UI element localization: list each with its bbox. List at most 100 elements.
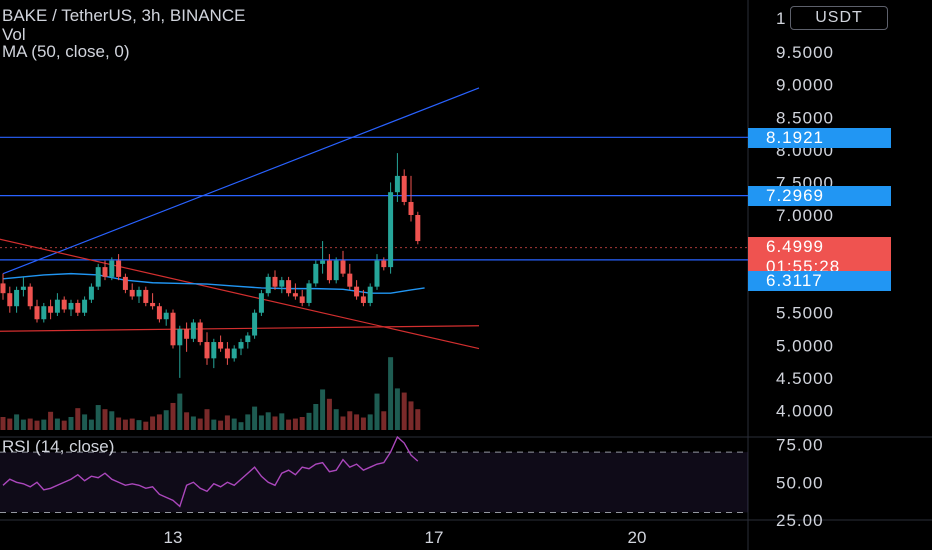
candle-body bbox=[367, 286, 373, 303]
time-axis-label: 13 bbox=[164, 528, 183, 547]
price-axis-label: 4.5000 bbox=[776, 369, 834, 388]
candle bbox=[347, 263, 353, 290]
candle-body bbox=[320, 260, 326, 264]
candle-body bbox=[88, 286, 94, 300]
candle bbox=[122, 273, 128, 294]
candle bbox=[34, 299, 40, 323]
trendlines[interactable] bbox=[0, 87, 480, 350]
volume-bar bbox=[265, 412, 271, 430]
candle-body bbox=[299, 296, 305, 303]
rsi-legend[interactable]: RSI (14, close) bbox=[2, 437, 115, 456]
horizontal-levels[interactable] bbox=[0, 136, 748, 261]
volume-bar bbox=[347, 411, 353, 430]
volume-bar bbox=[177, 393, 183, 430]
candle bbox=[211, 338, 217, 369]
candle-body bbox=[177, 329, 183, 346]
candle-body bbox=[252, 312, 258, 336]
candle-body bbox=[102, 267, 108, 277]
volume-legend[interactable]: Vol bbox=[2, 25, 26, 44]
candle-body bbox=[415, 215, 421, 242]
candle bbox=[313, 260, 319, 287]
volume-bar bbox=[252, 406, 258, 430]
price-axis-label: 4.0000 bbox=[776, 401, 834, 420]
price-tag-level-low[interactable]: 6.3117 bbox=[748, 271, 891, 291]
candle-body bbox=[238, 342, 244, 349]
candle bbox=[299, 289, 305, 307]
candle-body bbox=[374, 260, 380, 287]
volume-bar bbox=[150, 416, 156, 430]
volume-bar bbox=[54, 418, 60, 430]
trendline-blue bbox=[2, 87, 480, 275]
volume-bar bbox=[320, 389, 326, 430]
volume-bar bbox=[272, 416, 278, 430]
volume-bars bbox=[0, 357, 421, 430]
rsi-axis-label: 25.00 bbox=[776, 511, 824, 530]
volume-bar bbox=[170, 402, 176, 430]
volume-bar bbox=[7, 418, 13, 430]
price-tag-level-mid[interactable]: 7.2969 bbox=[748, 186, 891, 206]
candle-body bbox=[34, 306, 40, 320]
candles bbox=[0, 153, 421, 378]
volume-bar bbox=[231, 418, 237, 430]
candle bbox=[401, 169, 407, 206]
ma-legend[interactable]: MA (50, close, 0) bbox=[2, 42, 130, 61]
candle bbox=[190, 319, 196, 343]
candle-body bbox=[360, 296, 366, 303]
volume-bar bbox=[415, 409, 421, 430]
candle-body bbox=[354, 286, 360, 297]
candle bbox=[218, 335, 224, 352]
rsi-band-fill bbox=[0, 452, 748, 513]
candle-body bbox=[95, 267, 101, 287]
candle bbox=[381, 257, 387, 271]
volume-bar bbox=[0, 417, 6, 430]
candle bbox=[360, 289, 366, 307]
candle bbox=[286, 276, 292, 297]
volume-bar bbox=[218, 420, 224, 430]
currency-button[interactable]: USDT bbox=[790, 6, 888, 30]
candle bbox=[102, 260, 108, 281]
candle bbox=[88, 283, 94, 303]
volume-bar bbox=[326, 398, 332, 430]
candle-body bbox=[292, 293, 298, 297]
candle bbox=[272, 270, 278, 290]
candle bbox=[415, 211, 421, 245]
volume-bar bbox=[190, 416, 196, 430]
volume-bar bbox=[68, 417, 74, 430]
volume-bar bbox=[401, 392, 407, 430]
volume-bar bbox=[102, 409, 108, 430]
time-axis-label: 20 bbox=[628, 528, 647, 547]
candle-body bbox=[27, 286, 33, 307]
candle bbox=[129, 283, 135, 300]
candle-body bbox=[286, 280, 292, 294]
candle bbox=[61, 296, 67, 313]
candle bbox=[306, 280, 312, 307]
volume-bar bbox=[388, 357, 394, 430]
candle bbox=[394, 153, 400, 202]
candle bbox=[116, 254, 122, 281]
price-axis[interactable]: 9.50009.00008.50008.00007.50007.00005.50… bbox=[164, 9, 834, 547]
candle bbox=[68, 299, 74, 316]
volume-bar bbox=[360, 417, 366, 430]
volume-bar bbox=[34, 420, 40, 430]
candle bbox=[136, 286, 142, 303]
volume-bar bbox=[61, 420, 67, 430]
candle bbox=[252, 309, 258, 339]
candle bbox=[197, 319, 203, 346]
candle-body bbox=[340, 260, 346, 274]
candle bbox=[279, 276, 285, 294]
volume-bar bbox=[286, 419, 292, 430]
volume-bar bbox=[299, 417, 305, 430]
volume-bar bbox=[184, 412, 190, 430]
price-tag-level-high[interactable]: 8.1921 bbox=[748, 128, 891, 148]
volume-bar bbox=[143, 421, 149, 430]
candle-body bbox=[408, 201, 414, 215]
volume-bar bbox=[14, 414, 20, 430]
candle-body bbox=[313, 263, 319, 284]
candle-body bbox=[381, 260, 387, 268]
candle-body bbox=[122, 276, 128, 290]
candle bbox=[20, 276, 26, 297]
price-axis-label: 5.0000 bbox=[776, 336, 834, 355]
symbol-title[interactable]: BAKE / TetherUS, 3h, BINANCE bbox=[2, 6, 246, 25]
volume-bar bbox=[394, 388, 400, 430]
